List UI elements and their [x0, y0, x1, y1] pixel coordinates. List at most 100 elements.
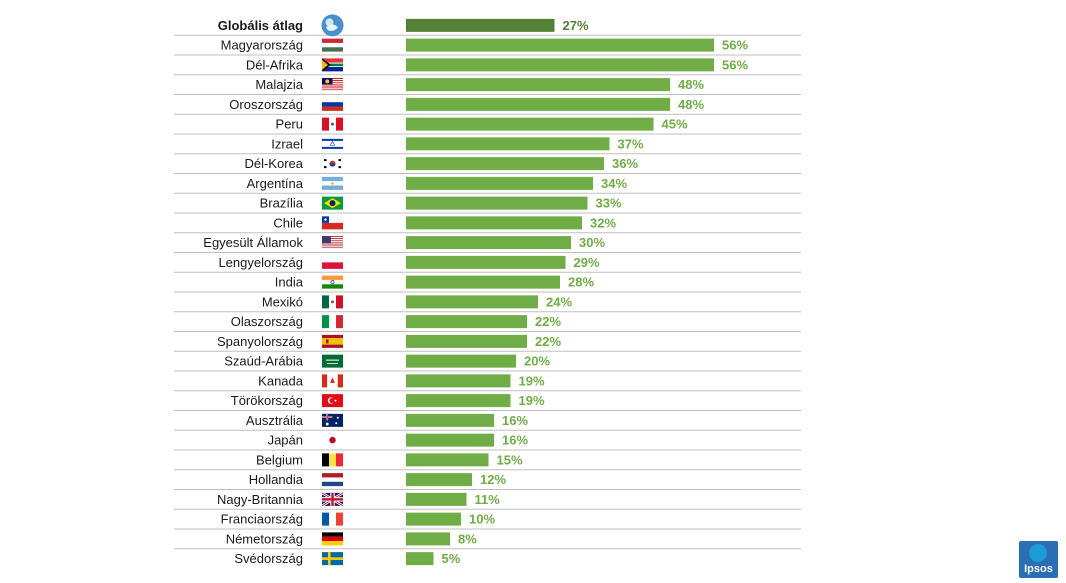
chart-row: Szaúd-Arábia 20%: [174, 354, 801, 372]
data-label: 56%: [722, 57, 748, 72]
chart-row: Peru 45%: [174, 117, 801, 135]
australia-flag-icon: [322, 413, 343, 427]
chart-row: Belgium 15%: [174, 452, 801, 471]
data-label: 20%: [524, 354, 550, 369]
bar: [406, 552, 434, 566]
chart-row: Lengyelország 29%: [174, 255, 801, 273]
data-label: 56%: [722, 38, 748, 53]
chart-row: Dél-Afrika 56%: [174, 57, 801, 76]
bar: [406, 532, 450, 546]
bar: [406, 354, 516, 368]
category-label: Mexikó: [262, 294, 303, 309]
brazil-flag-icon: [322, 196, 343, 210]
category-label: Malajzia: [255, 77, 303, 92]
bar: [406, 18, 555, 32]
sweden-flag-icon: [322, 552, 343, 566]
data-label: 8%: [458, 531, 477, 546]
data-label: 36%: [612, 156, 638, 171]
bar: [406, 236, 571, 250]
data-label: 37%: [618, 136, 644, 151]
chart-row: Globális átlag 27%: [174, 14, 801, 37]
chart-row: Argentína 34%: [174, 176, 801, 194]
bar: [406, 78, 670, 92]
chart-row: Franciaország 10%: [174, 512, 801, 530]
globe-icon: [321, 14, 344, 37]
category-label: Belgium: [256, 452, 303, 467]
india-flag-icon: [322, 275, 343, 289]
data-label: 48%: [678, 77, 704, 92]
category-label: Svédország: [234, 551, 303, 566]
data-label: 15%: [497, 452, 523, 467]
data-label: 10%: [469, 512, 495, 527]
chart-row: Chile 32%: [174, 215, 801, 234]
canada-flag-icon: [322, 374, 343, 388]
bar: [406, 275, 560, 289]
bar: [406, 38, 714, 52]
bar: [406, 334, 527, 348]
category-label: Olaszország: [231, 314, 303, 329]
bar: [406, 157, 604, 171]
chart-row: Magyarország 56%: [174, 38, 801, 56]
bar: [406, 196, 588, 210]
data-label: 24%: [546, 294, 572, 309]
category-label: Brazília: [260, 196, 304, 211]
saudi-arabia-flag-icon: [322, 354, 343, 368]
chart-row: India 28%: [174, 275, 801, 293]
category-label: Peru: [276, 117, 303, 132]
category-label: Izrael: [271, 136, 303, 151]
category-label: Hollandia: [249, 472, 304, 487]
chart-row: Malajzia 48%: [174, 77, 801, 95]
chart-row: Svédország 5%: [234, 551, 460, 566]
bar: [406, 374, 511, 388]
chile-flag-icon: [322, 216, 343, 230]
chart-row: Dél-Korea 36%: [174, 156, 801, 174]
data-label: 34%: [601, 176, 627, 191]
data-label: 16%: [502, 413, 528, 428]
category-label: Egyesült Államok: [203, 235, 303, 250]
data-label: 16%: [502, 433, 528, 448]
data-label: 19%: [519, 373, 545, 388]
mexico-flag-icon: [322, 295, 343, 309]
uk-flag-icon: [321, 491, 344, 507]
south-korea-flag-icon: [322, 157, 343, 171]
data-label: 28%: [568, 275, 594, 290]
category-label: Németország: [226, 531, 303, 546]
data-label: 32%: [590, 215, 616, 230]
bar: [406, 117, 654, 131]
russia-flag-icon: [322, 97, 343, 111]
data-label: 22%: [535, 314, 561, 329]
data-label: 5%: [442, 551, 461, 566]
chart-row: Izrael 37%: [174, 136, 801, 155]
hungary-flag-icon: [322, 38, 343, 52]
chart-row: Oroszország 48%: [174, 97, 801, 115]
chart-row: Nagy-Britannia 11%: [174, 491, 801, 510]
argentina-flag-icon: [322, 176, 343, 190]
category-label: Szaúd-Arábia: [224, 354, 304, 369]
data-label: 45%: [662, 117, 688, 132]
italy-flag-icon: [322, 315, 343, 329]
category-label: Ausztrália: [246, 413, 304, 428]
france-flag-icon: [322, 512, 343, 526]
category-label: Kanada: [258, 373, 304, 388]
ipsos-logo-text: Ipsos: [1024, 563, 1053, 575]
category-label: Globális átlag: [218, 18, 303, 33]
data-label: 30%: [579, 235, 605, 250]
bar: [406, 137, 610, 151]
data-label: 12%: [480, 472, 506, 487]
bar: [406, 473, 472, 487]
data-label: 48%: [678, 97, 704, 112]
ipsos-logo-mark: [1029, 544, 1047, 562]
bar: [406, 394, 511, 408]
malaysia-flag-icon: [322, 78, 343, 92]
category-label: Törökország: [231, 393, 303, 408]
bar: [406, 413, 494, 427]
data-label: 27%: [563, 18, 589, 33]
bar: [406, 433, 494, 447]
data-label: 33%: [596, 196, 622, 211]
data-label: 29%: [574, 255, 600, 270]
bar: [406, 453, 489, 467]
bar: [406, 97, 670, 111]
category-label: Dél-Korea: [244, 156, 303, 171]
category-label: Dél-Afrika: [246, 57, 304, 72]
